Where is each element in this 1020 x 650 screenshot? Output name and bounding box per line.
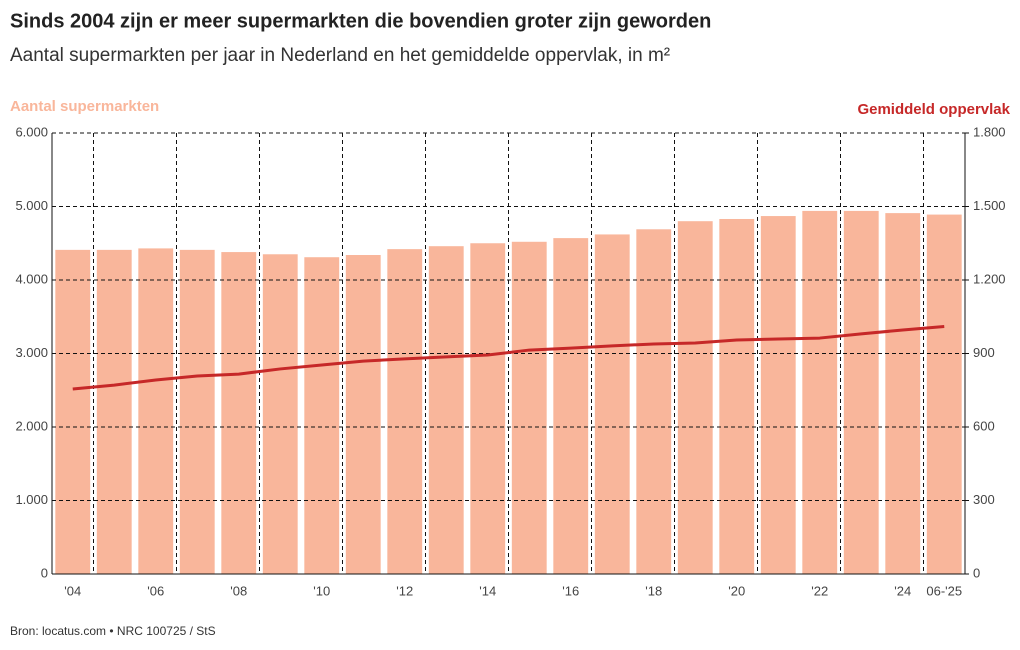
x-tick-label: '22 (811, 583, 828, 598)
bar (511, 241, 547, 574)
y-tick-label: 3.000 (15, 345, 48, 360)
y2-tick-label: 600 (973, 418, 995, 433)
x-tick-label: '06 (147, 583, 164, 598)
x-tick-label: '18 (645, 583, 662, 598)
y2-axis-title: Gemiddeld oppervlak (857, 101, 1010, 118)
bar (553, 238, 589, 575)
x-tick-label: '14 (479, 583, 496, 598)
y-tick-label: 6.000 (15, 124, 48, 139)
x-tick-label: '10 (313, 583, 330, 598)
y-tick-label: 2.000 (15, 418, 48, 433)
bar (594, 234, 630, 574)
bar (262, 254, 298, 574)
bar (636, 229, 672, 574)
y-tick-label: 4.000 (15, 271, 48, 286)
source: Bron: locatus.com • NRC 100725 / StS (10, 624, 216, 638)
chart-title: Sinds 2004 zijn er meer supermarkten die… (10, 10, 711, 32)
bar (345, 255, 381, 574)
y2-tick-label: 0 (973, 565, 980, 580)
line (72, 325, 945, 391)
y2-tick-label: 900 (973, 345, 995, 360)
bar (885, 213, 921, 575)
x-tick-label: '12 (396, 583, 413, 598)
bar (926, 214, 962, 574)
bar (470, 243, 506, 574)
bar (760, 216, 796, 574)
chart-subtitle: Aantal supermarkten per jaar in Nederlan… (10, 45, 670, 66)
x-tick-label: '04 (64, 583, 81, 598)
y2-tick-label: 300 (973, 492, 995, 507)
bar (138, 248, 174, 574)
x-tick-label: '16 (562, 583, 579, 598)
bar (304, 257, 340, 574)
y2-tick-label: 1.500 (973, 198, 1006, 213)
y-axis-title: Aantal supermarkten (10, 98, 159, 115)
y-tick-label: 5.000 (15, 198, 48, 213)
x-tick-label: '08 (230, 583, 247, 598)
bar (428, 246, 464, 574)
y-tick-label: 1.000 (15, 492, 48, 507)
x-tick-label: 06-'25 (926, 583, 962, 598)
bar (843, 210, 879, 574)
bar (387, 249, 423, 574)
bar (55, 249, 91, 575)
bar (719, 218, 755, 574)
y2-tick-label: 1.800 (973, 124, 1006, 139)
x-tick-label: '24 (894, 583, 911, 598)
y-tick-label: 0 (41, 565, 48, 580)
bar (802, 210, 838, 574)
y2-tick-label: 1.200 (973, 271, 1006, 286)
bar (677, 221, 713, 574)
bar (221, 252, 257, 574)
bar (96, 249, 132, 575)
x-tick-label: '20 (728, 583, 745, 598)
bar (179, 249, 215, 575)
